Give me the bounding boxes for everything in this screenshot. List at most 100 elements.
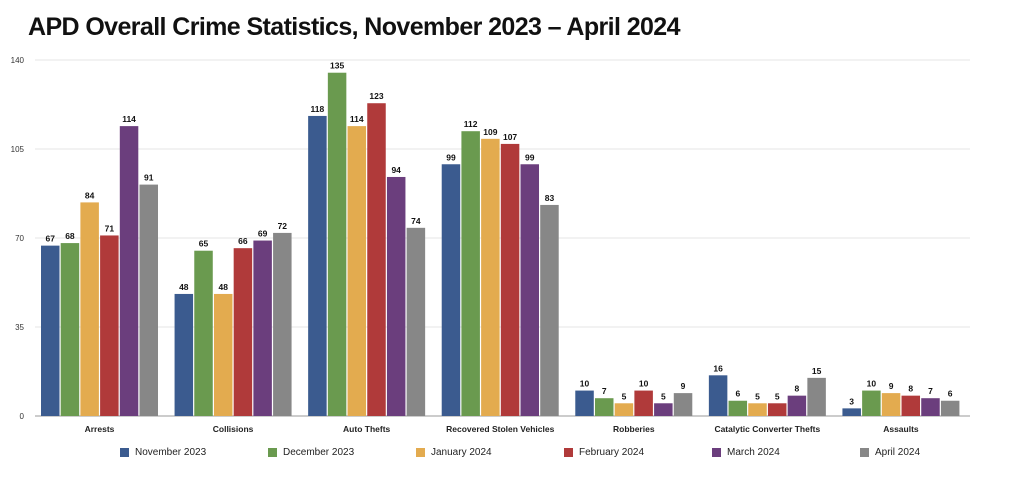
legend-swatch xyxy=(712,448,721,457)
bar xyxy=(862,390,881,416)
data-label: 8 xyxy=(795,384,800,394)
data-label: 10 xyxy=(639,379,649,389)
bar xyxy=(575,390,594,416)
bar xyxy=(273,232,292,416)
bar xyxy=(100,235,119,416)
legend-label: November 2023 xyxy=(135,447,207,458)
data-label: 9 xyxy=(681,381,686,391)
y-tick-label: 35 xyxy=(15,323,24,332)
bar xyxy=(80,202,99,416)
bar xyxy=(673,393,693,416)
bar xyxy=(461,131,480,416)
data-label: 68 xyxy=(65,231,75,241)
bar xyxy=(119,126,139,416)
y-tick-label: 70 xyxy=(15,234,24,243)
legend-swatch xyxy=(268,448,277,457)
legend-swatch xyxy=(564,448,573,457)
data-label: 67 xyxy=(46,234,56,244)
bar xyxy=(901,395,921,416)
x-category-label: Collisions xyxy=(213,424,254,434)
data-label: 112 xyxy=(464,119,478,129)
bar xyxy=(748,403,767,416)
bar xyxy=(500,143,520,416)
bar xyxy=(233,248,253,416)
data-label: 48 xyxy=(179,282,189,292)
data-label: 6 xyxy=(735,389,740,399)
bar xyxy=(654,403,673,416)
legend-item: November 2023 xyxy=(120,447,206,458)
bar xyxy=(842,408,861,416)
bar xyxy=(881,393,901,416)
legend-item: April 2024 xyxy=(860,447,920,458)
bar xyxy=(406,227,426,416)
data-label: 83 xyxy=(545,193,555,203)
x-category-label: Auto Thefts xyxy=(343,424,390,434)
bar xyxy=(634,390,653,416)
data-label: 114 xyxy=(122,114,136,124)
y-tick-label: 105 xyxy=(11,145,25,154)
bar xyxy=(308,115,327,416)
legend-label: December 2023 xyxy=(283,447,355,458)
data-label: 9 xyxy=(889,381,894,391)
data-label: 123 xyxy=(369,91,383,101)
legend-swatch xyxy=(416,448,425,457)
bar xyxy=(194,250,213,416)
bar xyxy=(386,176,406,416)
data-label: 3 xyxy=(849,396,854,406)
legend-label: April 2024 xyxy=(875,447,921,458)
data-label: 66 xyxy=(238,236,248,246)
bar xyxy=(327,72,347,416)
data-label: 72 xyxy=(278,221,288,231)
x-category-label: Catalytic Converter Thefts xyxy=(714,424,820,434)
legend-label: March 2024 xyxy=(727,447,780,458)
legend-item: January 2024 xyxy=(416,447,492,458)
data-label: 84 xyxy=(85,190,95,200)
bar xyxy=(441,164,461,416)
data-label: 6 xyxy=(948,389,953,399)
bar xyxy=(767,403,787,416)
data-label: 99 xyxy=(525,152,535,162)
data-label: 5 xyxy=(755,391,760,401)
bar xyxy=(60,243,80,416)
bar xyxy=(728,400,748,416)
data-label: 7 xyxy=(602,386,607,396)
bar xyxy=(921,398,940,416)
data-label: 5 xyxy=(622,391,627,401)
data-label: 91 xyxy=(144,173,154,183)
legend-swatch xyxy=(120,448,129,457)
data-label: 107 xyxy=(503,132,517,142)
bar xyxy=(708,375,728,416)
data-label: 10 xyxy=(867,379,877,389)
y-tick-label: 0 xyxy=(20,412,25,421)
data-label: 71 xyxy=(105,223,115,233)
legend-label: January 2024 xyxy=(431,447,492,458)
legend-label: February 2024 xyxy=(579,447,645,458)
bar xyxy=(139,184,158,416)
bar xyxy=(807,377,826,416)
data-label: 10 xyxy=(580,379,590,389)
legend-item: December 2023 xyxy=(268,447,354,458)
data-label: 5 xyxy=(775,391,780,401)
y-tick-label: 140 xyxy=(11,56,25,65)
data-label: 99 xyxy=(446,152,456,162)
data-label: 5 xyxy=(661,391,666,401)
bar xyxy=(367,103,386,416)
bar xyxy=(520,164,540,416)
data-label: 94 xyxy=(391,165,401,175)
legend-item: March 2024 xyxy=(712,447,780,458)
x-category-label: Assaults xyxy=(883,424,919,434)
data-label: 16 xyxy=(713,363,723,373)
data-label: 15 xyxy=(812,366,822,376)
data-label: 7 xyxy=(928,386,933,396)
bar xyxy=(614,403,634,416)
bar xyxy=(787,395,807,416)
data-label: 114 xyxy=(350,114,364,124)
bar xyxy=(41,245,60,416)
bar xyxy=(540,204,559,416)
legend-swatch xyxy=(860,448,869,457)
data-label: 65 xyxy=(199,239,209,249)
bar xyxy=(253,240,272,416)
legend-item: February 2024 xyxy=(564,447,644,458)
chart-title: APD Overall Crime Statistics, November 2… xyxy=(28,13,681,41)
data-label: 48 xyxy=(218,282,228,292)
